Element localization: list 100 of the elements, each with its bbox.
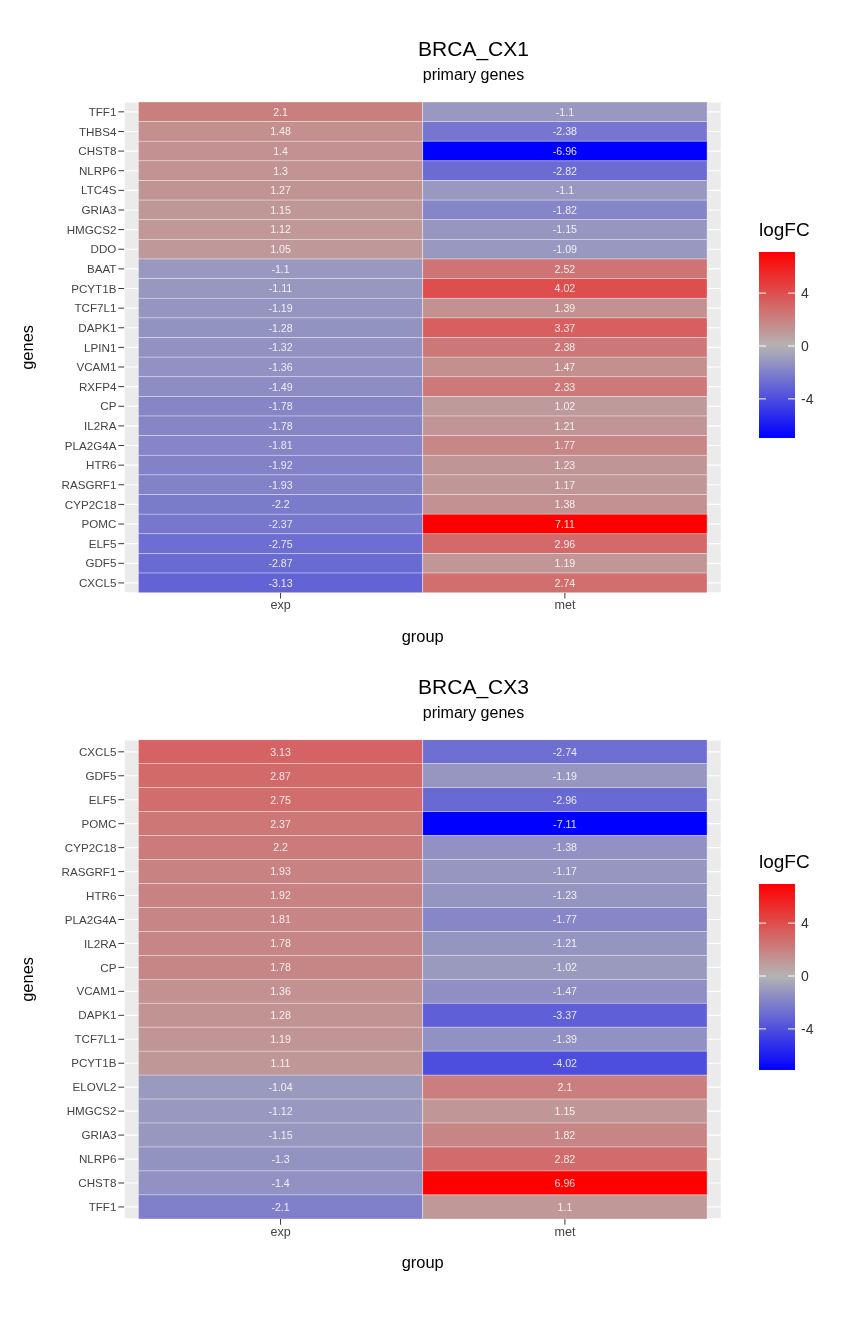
y-tick-label: VCAM1 xyxy=(76,360,117,374)
data-label: -1.78 xyxy=(268,419,293,432)
y-tick-label: TCF7L1 xyxy=(74,301,117,315)
data-label: 1.12 xyxy=(270,223,291,236)
x-tick-label: met xyxy=(554,1224,576,1239)
data-label: -1.82 xyxy=(552,203,578,216)
data-label: -2.75 xyxy=(268,537,293,550)
data-label: 1.47 xyxy=(554,360,576,373)
chart-subtitle: primary genes xyxy=(421,65,526,85)
y-tick-label: RASGRF1 xyxy=(61,864,117,878)
data-label: 1.78 xyxy=(270,937,291,950)
chart-title: BRCA_CX1 xyxy=(417,36,530,62)
data-label: 2.87 xyxy=(270,769,291,782)
data-label: 1.82 xyxy=(554,1128,576,1141)
y-tick-label: RASGRF1 xyxy=(61,477,117,491)
y-tick-label: IL2RA xyxy=(84,936,117,950)
data-label: 3.13 xyxy=(270,745,291,758)
data-label: 1.05 xyxy=(270,243,291,256)
y-tick-label: POMC xyxy=(81,517,117,531)
data-label: 1.77 xyxy=(554,439,576,452)
y-tick-label: CXCL5 xyxy=(78,744,117,758)
data-label: 2.82 xyxy=(554,1152,576,1165)
data-label: -1.81 xyxy=(268,439,293,452)
y-tick-label: PCYT1B xyxy=(71,1056,117,1070)
y-tick-label: POMC xyxy=(81,816,117,830)
data-label: 4.02 xyxy=(554,282,576,295)
y-tick-label: CHST8 xyxy=(78,144,117,158)
y-tick-label: GRIA3 xyxy=(81,203,117,217)
data-label: 1.4 xyxy=(273,144,289,157)
data-label: -1.28 xyxy=(268,321,293,334)
data-label: 1.19 xyxy=(554,557,576,570)
data-label: -1.36 xyxy=(268,360,293,373)
data-label: -1.1 xyxy=(555,105,575,118)
data-label: 1.81 xyxy=(270,913,291,926)
data-label: -2.74 xyxy=(552,745,578,758)
y-tick-label: CP xyxy=(100,960,117,974)
y-tick-label: LTC4S xyxy=(81,183,117,197)
y-tick-label: NLRP6 xyxy=(78,1152,117,1166)
data-label: 1.39 xyxy=(554,302,576,314)
data-label: -1.11 xyxy=(268,282,293,295)
data-label: 2.2 xyxy=(273,841,289,854)
data-label: 1.11 xyxy=(270,1057,291,1070)
data-label: -2.96 xyxy=(552,793,578,806)
data-label: -1.12 xyxy=(268,1105,293,1118)
data-label: 2.37 xyxy=(270,817,291,830)
data-label: 1.38 xyxy=(554,498,576,511)
y-tick-label: TFF1 xyxy=(88,1200,117,1214)
data-label: -3.37 xyxy=(552,1009,578,1022)
data-label: -1.15 xyxy=(552,223,578,236)
y-tick-label: DAPK1 xyxy=(78,320,117,334)
y-tick-label: HTR6 xyxy=(86,888,117,902)
color-bar-label: -4 xyxy=(801,1020,814,1037)
data-label: -2.82 xyxy=(552,164,578,177)
y-tick-label: CYP2C18 xyxy=(64,497,117,511)
data-label: -1.93 xyxy=(268,478,293,491)
data-label: 2.74 xyxy=(554,576,576,589)
y-tick-label: THBS4 xyxy=(78,124,117,138)
data-label: 6.96 xyxy=(554,1176,576,1189)
data-label: -2.87 xyxy=(268,557,293,570)
y-tick-label: CXCL5 xyxy=(78,576,117,590)
data-label: 2.1 xyxy=(557,1081,573,1094)
data-label: 1.1 xyxy=(557,1200,573,1213)
color-bar-title: logFC xyxy=(759,219,810,240)
data-label: -1.78 xyxy=(268,400,293,413)
data-label: -1.09 xyxy=(552,243,578,256)
data-label: 1.15 xyxy=(554,1105,576,1118)
chart-title: BRCA_CX3 xyxy=(417,674,530,700)
color-bar-label: 4 xyxy=(801,285,809,302)
data-label: -1.21 xyxy=(552,937,578,950)
y-tick-label: DDO xyxy=(90,242,117,256)
data-label: -1.49 xyxy=(268,380,293,393)
data-label: 2.96 xyxy=(554,537,576,550)
data-label: 1.92 xyxy=(270,889,291,902)
y-tick-label: TCF7L1 xyxy=(74,1032,117,1046)
data-label: 1.21 xyxy=(554,419,576,432)
data-label: -1.15 xyxy=(268,1128,293,1141)
color-bar-label: 0 xyxy=(801,337,809,354)
x-tick-label: met xyxy=(554,598,576,613)
y-tick-label: HTR6 xyxy=(86,458,117,472)
y-tick-label: BAAT xyxy=(86,261,117,275)
data-label: 1.48 xyxy=(270,125,291,138)
x-tick-label: exp xyxy=(270,1224,291,1239)
y-tick-label: CYP2C18 xyxy=(64,840,117,854)
data-label: 1.28 xyxy=(270,1009,291,1022)
y-tick-label: IL2RA xyxy=(84,419,117,433)
y-tick-label: GDF5 xyxy=(85,768,117,782)
color-bar-label: -4 xyxy=(801,390,814,407)
data-label: -1.39 xyxy=(552,1033,578,1046)
data-label: 1.27 xyxy=(270,184,291,197)
data-label: -1.23 xyxy=(552,889,578,902)
data-label: -2.37 xyxy=(268,517,293,530)
data-label: 1.36 xyxy=(270,985,291,998)
y-tick-label: CP xyxy=(100,399,117,413)
y-tick-label: NLRP6 xyxy=(78,163,117,177)
data-label: -1.92 xyxy=(268,459,293,472)
y-axis-title: genes xyxy=(18,324,37,370)
data-label: 1.3 xyxy=(273,164,289,177)
color-bar-label: 4 xyxy=(801,915,809,932)
data-label: -2.38 xyxy=(552,125,578,138)
data-label: 1.23 xyxy=(554,459,576,472)
